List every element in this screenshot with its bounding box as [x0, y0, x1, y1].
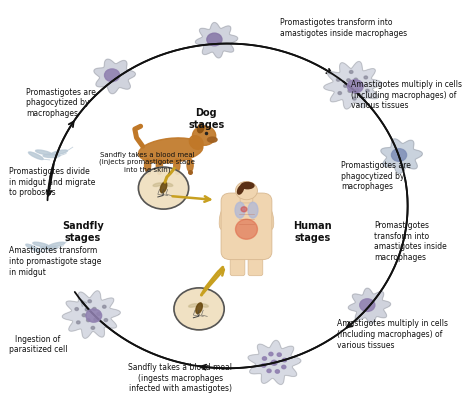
Circle shape — [282, 365, 286, 369]
Ellipse shape — [156, 159, 163, 172]
Ellipse shape — [187, 159, 193, 172]
Circle shape — [338, 91, 341, 95]
Circle shape — [354, 78, 357, 81]
Circle shape — [207, 33, 222, 46]
Circle shape — [347, 79, 350, 82]
FancyBboxPatch shape — [248, 249, 263, 276]
Circle shape — [77, 321, 80, 324]
Ellipse shape — [36, 150, 52, 155]
Ellipse shape — [236, 219, 257, 239]
Ellipse shape — [164, 183, 173, 187]
Circle shape — [97, 312, 100, 315]
Circle shape — [267, 369, 271, 373]
Text: Promastigotes are
phagocytized by
macrophages: Promastigotes are phagocytized by macrop… — [341, 161, 411, 192]
Ellipse shape — [173, 159, 180, 172]
Circle shape — [353, 97, 356, 100]
Text: Sandfly takes a blood meal
(ingests macrophages
infected with amastigotes): Sandfly takes a blood meal (ingests macr… — [128, 363, 232, 394]
Text: Promastigotes divide
in midgut and migrate
to proboscis: Promastigotes divide in midgut and migra… — [9, 167, 96, 198]
Circle shape — [104, 319, 108, 322]
Text: Amastigotes multiply in cells
(including macrophages) of
various tissues: Amastigotes multiply in cells (including… — [337, 319, 447, 350]
Ellipse shape — [48, 242, 64, 247]
Ellipse shape — [208, 137, 217, 142]
Ellipse shape — [33, 242, 49, 247]
Circle shape — [337, 78, 340, 81]
Circle shape — [86, 309, 101, 322]
Circle shape — [91, 326, 95, 329]
Circle shape — [174, 288, 224, 330]
Text: Promastigotes are
phagocytized by
macrophages: Promastigotes are phagocytized by macrop… — [26, 88, 96, 118]
Text: Human
stages: Human stages — [293, 221, 332, 243]
Ellipse shape — [160, 182, 167, 193]
Circle shape — [344, 84, 347, 88]
Circle shape — [277, 353, 281, 356]
Ellipse shape — [198, 124, 204, 133]
Circle shape — [138, 167, 189, 209]
Ellipse shape — [189, 136, 203, 149]
Circle shape — [102, 305, 106, 308]
Circle shape — [88, 300, 91, 303]
Ellipse shape — [241, 183, 254, 189]
Text: Dog
stages: Dog stages — [188, 108, 224, 130]
Circle shape — [283, 358, 287, 362]
Circle shape — [236, 181, 257, 200]
Text: Sandfly takes a blood meal
(injects promastigote stage
into the skin): Sandfly takes a blood meal (injects prom… — [99, 152, 195, 173]
Polygon shape — [94, 59, 136, 94]
Circle shape — [356, 89, 359, 92]
Ellipse shape — [248, 202, 258, 218]
Circle shape — [85, 308, 89, 311]
Polygon shape — [348, 288, 391, 324]
Circle shape — [364, 76, 367, 79]
Circle shape — [192, 126, 216, 145]
Ellipse shape — [196, 303, 202, 314]
Text: Sandfly
stages: Sandfly stages — [62, 221, 104, 243]
Polygon shape — [324, 61, 382, 109]
Circle shape — [358, 83, 362, 86]
Ellipse shape — [43, 154, 60, 158]
Text: Amastigotes transform
into promastigote stage
in midgut: Amastigotes transform into promastigote … — [9, 246, 102, 277]
Polygon shape — [62, 291, 120, 338]
Ellipse shape — [237, 185, 244, 194]
Circle shape — [241, 207, 247, 212]
Ellipse shape — [26, 244, 40, 252]
Ellipse shape — [200, 304, 209, 307]
Circle shape — [271, 360, 277, 365]
Text: Promastigotes
transform into
amastigotes inside
macrophages: Promastigotes transform into amastigotes… — [374, 221, 447, 262]
Ellipse shape — [153, 183, 163, 187]
Ellipse shape — [40, 246, 57, 250]
Polygon shape — [381, 139, 422, 173]
Circle shape — [365, 89, 369, 92]
Ellipse shape — [235, 202, 245, 218]
Ellipse shape — [51, 150, 67, 155]
Ellipse shape — [219, 206, 228, 230]
Text: Amastigotes multiply in cells
(including macrophages) of
various tissues: Amastigotes multiply in cells (including… — [351, 80, 462, 110]
Ellipse shape — [138, 138, 203, 163]
Circle shape — [92, 307, 96, 310]
Circle shape — [349, 70, 353, 73]
Circle shape — [75, 308, 78, 310]
Ellipse shape — [189, 304, 198, 307]
Polygon shape — [248, 341, 301, 385]
Ellipse shape — [265, 206, 274, 230]
Circle shape — [348, 89, 351, 92]
Ellipse shape — [145, 159, 151, 172]
FancyBboxPatch shape — [230, 249, 245, 276]
Circle shape — [94, 318, 97, 321]
Circle shape — [105, 69, 119, 82]
Circle shape — [82, 314, 86, 317]
Circle shape — [360, 299, 375, 311]
FancyBboxPatch shape — [240, 192, 253, 203]
Text: Promastigotes transform into
amastigotes inside macrophages: Promastigotes transform into amastigotes… — [280, 18, 407, 38]
Text: Ingestion of
parasitized cell: Ingestion of parasitized cell — [9, 335, 67, 354]
Polygon shape — [195, 23, 237, 58]
Circle shape — [269, 352, 273, 356]
Circle shape — [275, 370, 279, 373]
Circle shape — [347, 80, 363, 93]
FancyBboxPatch shape — [221, 193, 272, 260]
Circle shape — [392, 148, 407, 161]
Circle shape — [87, 319, 90, 322]
Circle shape — [262, 364, 266, 367]
Ellipse shape — [28, 152, 43, 160]
Circle shape — [263, 357, 266, 360]
